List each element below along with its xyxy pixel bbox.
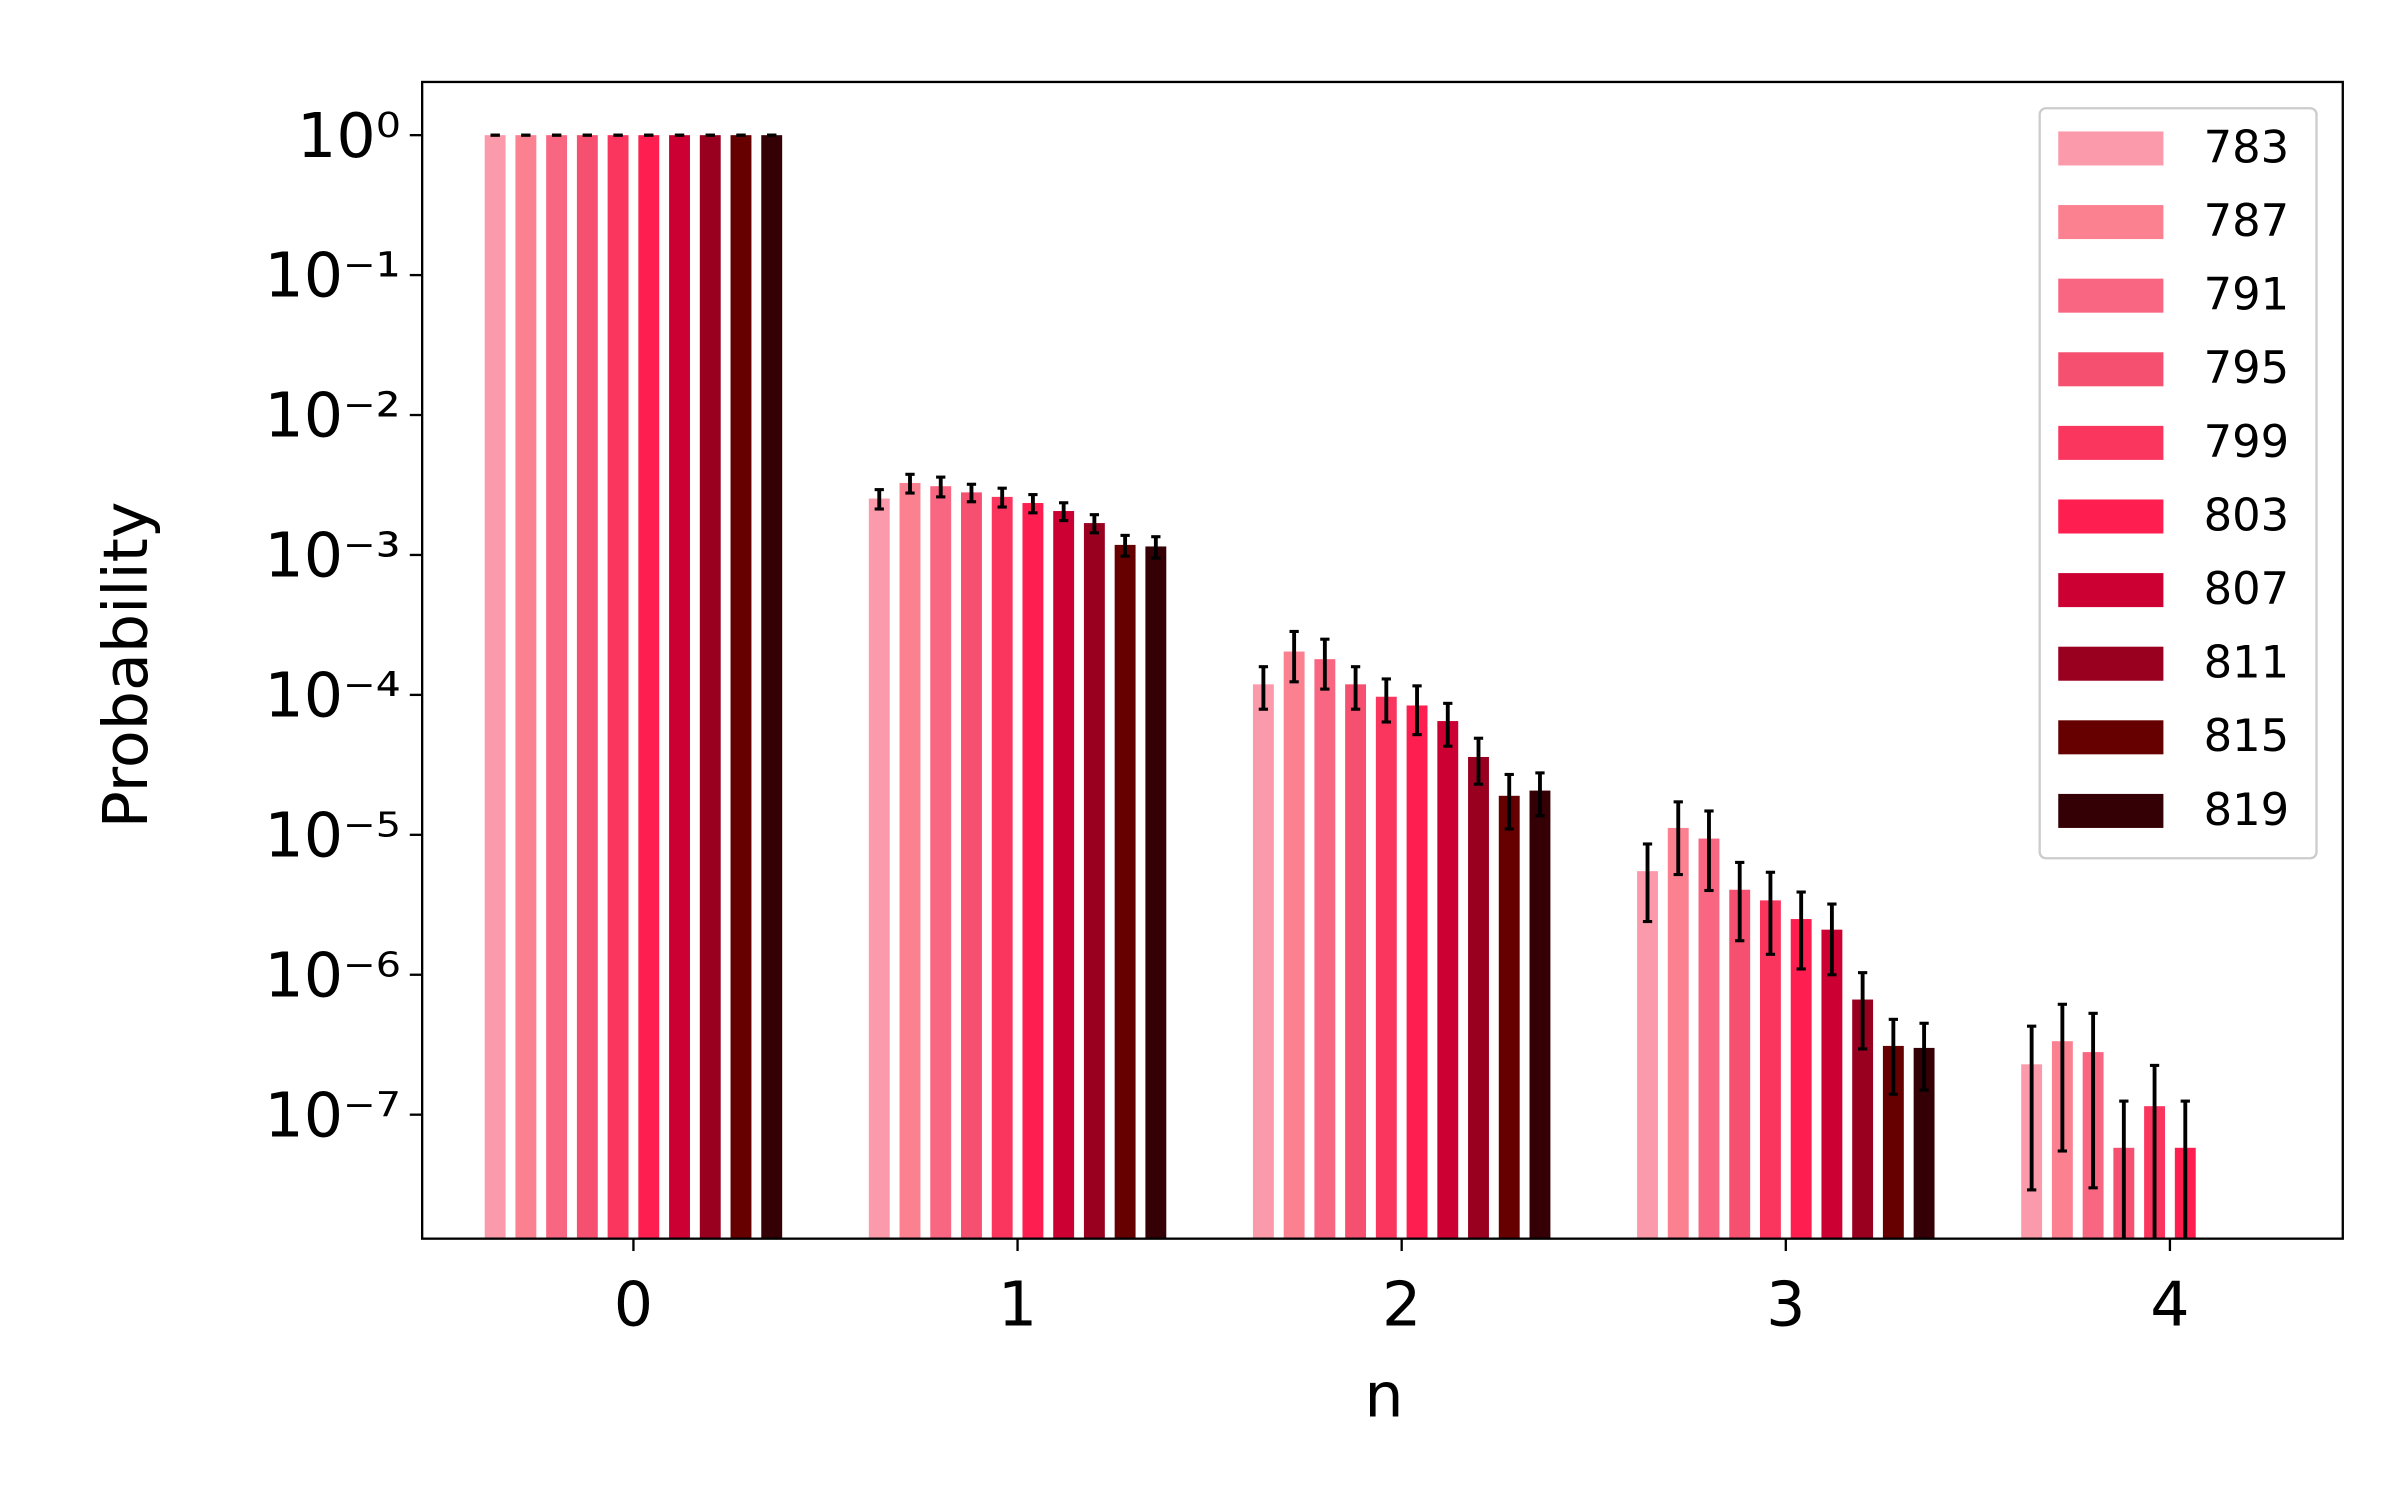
bar (1637, 871, 1658, 1239)
bar (1468, 756, 1489, 1239)
bar (1283, 651, 1305, 1239)
bar (1529, 790, 1551, 1239)
bar (761, 135, 783, 1239)
bar (730, 135, 752, 1239)
y-tick-label: 10⁻⁵ (264, 799, 400, 871)
x-tick-label: 0 (614, 1268, 653, 1340)
plot-frame (421, 80, 2344, 1240)
legend-swatch (2058, 352, 2164, 387)
y-tick-label: 10⁻⁷ (264, 1079, 400, 1151)
x-axis-label: n (1364, 1359, 1403, 1431)
bar (638, 135, 660, 1239)
bar (1852, 999, 1874, 1239)
y-tick-label: 10⁻⁶ (264, 939, 400, 1011)
legend-label: 815 (2204, 709, 2290, 762)
y-tick-label: 10⁻³ (264, 520, 400, 592)
bar (1882, 1045, 1904, 1239)
bar (1790, 919, 1812, 1239)
legend-label: 807 (2204, 562, 2290, 615)
legend-label: 811 (2204, 636, 2290, 689)
legend-swatch (2058, 499, 2164, 534)
legend-swatch (2058, 793, 2164, 828)
bar (1022, 503, 1044, 1239)
y-tick-label: 10⁻⁴ (264, 660, 400, 732)
legend-label: 791 (2204, 268, 2290, 321)
bar (1345, 684, 1367, 1239)
legend-label: 819 (2204, 783, 2290, 836)
legend-swatch (2058, 646, 2164, 681)
legend-swatch (2058, 573, 2164, 608)
bar (868, 498, 890, 1239)
bar (1145, 546, 1167, 1239)
bar (1053, 511, 1075, 1239)
bar (899, 482, 921, 1239)
legend-label: 787 (2204, 194, 2290, 247)
y-axis-label: Probability (90, 501, 162, 828)
bar (699, 135, 721, 1239)
bar (1498, 795, 1520, 1239)
bar (1252, 684, 1274, 1239)
y-tick-label: 10⁰ (297, 100, 401, 172)
bar (515, 135, 537, 1239)
bar (930, 486, 952, 1239)
legend-label: 799 (2204, 415, 2290, 468)
x-tick-label: 1 (998, 1268, 1037, 1340)
legend-swatch (2058, 131, 2164, 166)
bar (1437, 721, 1459, 1239)
bar (1759, 900, 1781, 1239)
bar (1698, 838, 1720, 1239)
legend-swatch (2058, 425, 2164, 460)
x-tick-label: 2 (1382, 1268, 1421, 1340)
legend-label: 803 (2204, 488, 2290, 541)
legend-label: 795 (2204, 341, 2290, 394)
bar (1821, 929, 1843, 1239)
bar (1114, 544, 1136, 1239)
y-tick-label: 10⁻¹ (264, 240, 400, 312)
bar (961, 492, 982, 1239)
bar (1406, 705, 1428, 1239)
bar (1083, 523, 1105, 1239)
bar (1667, 827, 1689, 1239)
x-tick-label: 3 (1766, 1268, 1805, 1340)
legend-swatch (2058, 205, 2164, 240)
bar (669, 135, 690, 1239)
y-tick-label: 10⁻² (264, 380, 400, 452)
legend-swatch (2058, 720, 2164, 755)
legend-swatch (2058, 278, 2164, 313)
legend-label: 783 (2204, 120, 2290, 173)
bar (1913, 1047, 1935, 1239)
bar (991, 496, 1013, 1239)
bar (1314, 659, 1336, 1239)
bar (1375, 696, 1397, 1239)
bar (576, 135, 598, 1239)
bar (1729, 889, 1751, 1239)
bar (546, 135, 568, 1239)
x-tick-label: 4 (2150, 1268, 2189, 1340)
bar (607, 135, 629, 1239)
bar (484, 135, 506, 1239)
